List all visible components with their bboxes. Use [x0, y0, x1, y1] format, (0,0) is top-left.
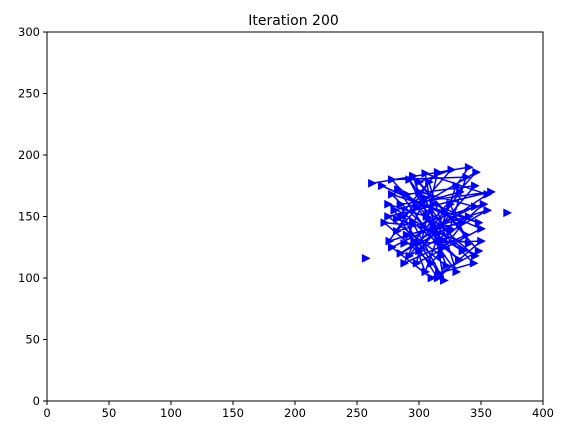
- data-point-marker: [412, 202, 422, 212]
- data-point-marker: [392, 226, 402, 236]
- data-point-marker: [479, 199, 489, 209]
- data-point-marker: [410, 236, 420, 246]
- data-point-marker: [400, 239, 410, 248]
- data-point-marker: [405, 251, 415, 261]
- data-point-marker: [472, 167, 482, 177]
- data-point-marker: [421, 193, 431, 203]
- data-point-marker: [462, 172, 472, 182]
- data-point-marker: [380, 218, 390, 228]
- data-point-marker: [464, 239, 474, 248]
- x-tick-label: 400: [532, 406, 554, 420]
- data-point-marker: [464, 162, 474, 172]
- data-point-marker: [402, 230, 412, 240]
- data-point-marker: [452, 267, 462, 277]
- y-axis: 0 50 100 150 200 250 300: [18, 25, 47, 408]
- data-point-marker: [415, 246, 425, 256]
- data-point-marker: [405, 175, 415, 185]
- x-axis: 0 50 100 150 200 250 300 350 400: [43, 401, 554, 420]
- data-point-marker: [456, 187, 465, 197]
- data-point-marker: [396, 248, 406, 258]
- y-tick-label: 200: [18, 148, 40, 162]
- data-point-marker: [454, 255, 464, 264]
- data-point-marker: [427, 273, 437, 283]
- data-point-marker: [458, 246, 468, 256]
- y-tick-label: 50: [25, 333, 40, 347]
- data-point-marker: [433, 167, 443, 177]
- data-point-marker: [440, 242, 449, 252]
- data-point-marker: [385, 236, 395, 246]
- data-point-marker: [442, 261, 452, 271]
- plot-area: [361, 162, 513, 285]
- y-tick-label: 300: [18, 25, 40, 39]
- data-point-marker: [368, 178, 377, 188]
- data-point-marker: [430, 224, 439, 234]
- data-point-marker: [409, 218, 418, 228]
- series-line: [371, 166, 492, 282]
- data-point-marker: [446, 224, 456, 234]
- data-point-marker: [397, 212, 407, 221]
- data-point-marker: [425, 177, 434, 187]
- x-tick-label: 150: [222, 406, 244, 420]
- data-point-marker: [469, 258, 479, 268]
- data-point-marker: [471, 251, 480, 261]
- y-tick-label: 250: [18, 87, 40, 101]
- data-point-marker: [477, 224, 487, 234]
- x-tick-label: 300: [408, 406, 430, 420]
- data-point-marker: [409, 171, 418, 181]
- data-point-marker: [477, 236, 487, 246]
- data-point-marker: [384, 212, 394, 221]
- data-point-marker: [474, 246, 484, 256]
- data-point-marker: [437, 251, 447, 261]
- data-point-marker: [435, 268, 444, 278]
- data-point-marker: [430, 199, 439, 209]
- data-point-marker: [396, 199, 406, 209]
- data-point-marker: [447, 165, 457, 175]
- data-point-marker: [415, 177, 425, 187]
- x-tick-label: 100: [160, 406, 182, 420]
- x-tick-label: 250: [346, 406, 368, 420]
- data-point-marker: [421, 267, 431, 277]
- data-point-marker: [400, 258, 410, 268]
- data-point-marker: [394, 185, 403, 194]
- axes-frame: [46, 31, 544, 402]
- data-point-marker: [427, 258, 437, 268]
- data-point-marker: [446, 199, 456, 209]
- y-tick-label: 150: [18, 210, 40, 224]
- data-point-marker: [378, 181, 387, 191]
- data-point-marker: [503, 208, 513, 218]
- data-point-marker: [387, 175, 397, 185]
- data-point-marker: [390, 205, 400, 215]
- chart-title: Iteration 200: [248, 13, 339, 29]
- data-point-marker: [422, 212, 432, 221]
- data-point-marker: [452, 181, 462, 191]
- data-point-marker: [402, 189, 412, 199]
- x-tick-label: 350: [470, 406, 492, 420]
- data-point-marker: [392, 214, 402, 224]
- data-point-marker: [458, 218, 468, 228]
- data-point-marker: [462, 230, 472, 240]
- data-point-marker: [412, 258, 422, 268]
- data-point-marker: [437, 236, 447, 246]
- data-point-marker: [421, 169, 431, 178]
- data-point-marker: [471, 181, 480, 191]
- x-tick-label: 200: [284, 406, 306, 420]
- data-point-marker: [483, 205, 493, 215]
- data-point-marker: [471, 202, 480, 212]
- x-tick-label: 0: [43, 406, 50, 420]
- data-point-marker: [384, 199, 394, 209]
- data-point-marker: [387, 189, 397, 199]
- data-point-marker: [464, 212, 474, 221]
- data-point-marker: [474, 218, 484, 228]
- data-point-marker: [415, 187, 425, 197]
- data-point-marker: [440, 276, 449, 285]
- data-point-marker: [483, 189, 493, 199]
- data-point-marker: [387, 242, 397, 252]
- y-tick-label: 100: [18, 271, 40, 285]
- data-point-marker: [361, 253, 371, 263]
- y-tick-label: 0: [33, 394, 40, 408]
- x-tick-label: 50: [102, 406, 117, 420]
